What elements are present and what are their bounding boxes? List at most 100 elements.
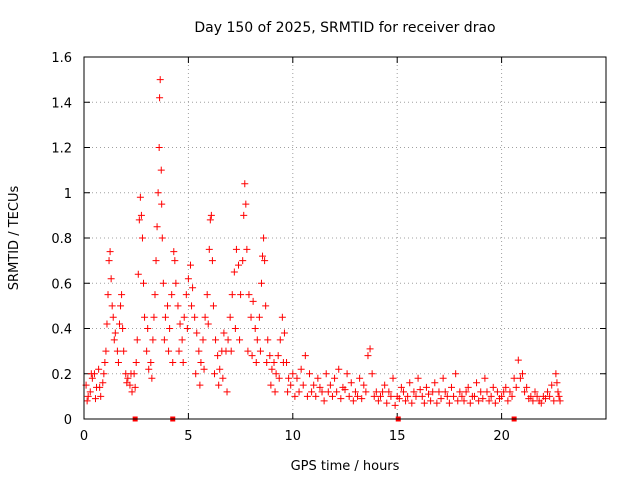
data-point xyxy=(546,392,554,400)
data-point xyxy=(306,370,314,378)
data-point xyxy=(443,392,451,400)
data-point xyxy=(252,358,260,366)
data-point xyxy=(105,257,113,265)
data-point xyxy=(207,211,215,219)
data-point xyxy=(533,392,541,400)
data-point xyxy=(460,397,468,405)
data-point xyxy=(416,386,424,394)
data-point xyxy=(137,211,145,219)
y-tick-label: 0.2 xyxy=(51,368,72,383)
data-point xyxy=(462,388,470,396)
data-point xyxy=(201,313,209,321)
data-point xyxy=(270,358,278,366)
data-point xyxy=(138,234,146,242)
data-point xyxy=(256,347,264,355)
data-point xyxy=(312,392,320,400)
data-point xyxy=(160,336,168,344)
data-point xyxy=(291,392,299,400)
data-point xyxy=(548,381,556,389)
data-point xyxy=(493,388,501,396)
data-point xyxy=(136,193,144,201)
data-point xyxy=(271,388,279,396)
data-point xyxy=(134,270,142,278)
data-point xyxy=(429,388,437,396)
data-point xyxy=(242,200,250,208)
data-point xyxy=(295,388,303,396)
data-point xyxy=(193,329,201,337)
data-point xyxy=(322,370,330,378)
data-point xyxy=(299,381,307,389)
data-point xyxy=(354,392,362,400)
data-point xyxy=(102,347,110,355)
data-point xyxy=(165,347,173,355)
data-point xyxy=(387,392,395,400)
data-point xyxy=(170,248,178,256)
data-point xyxy=(360,381,368,389)
data-point xyxy=(512,383,520,391)
data-point xyxy=(97,392,105,400)
data-point xyxy=(124,374,132,382)
data-point xyxy=(219,374,227,382)
data-point xyxy=(529,397,537,405)
data-point xyxy=(477,388,485,396)
data-point xyxy=(466,399,474,407)
data-point xyxy=(110,336,118,344)
data-point xyxy=(479,395,487,403)
data-point xyxy=(473,379,481,387)
data-point xyxy=(531,388,539,396)
y-tick-label: 0 xyxy=(64,413,72,428)
data-point xyxy=(385,388,393,396)
data-point xyxy=(96,383,104,391)
chart-title: Day 150 of 2025, SRMTID for receiver dra… xyxy=(194,20,495,36)
plot-frame xyxy=(83,56,607,420)
data-point xyxy=(178,336,186,344)
data-point xyxy=(212,336,220,344)
data-point xyxy=(199,336,207,344)
data-point xyxy=(406,379,414,387)
data-point xyxy=(253,336,261,344)
data-point xyxy=(491,399,499,407)
data-point xyxy=(88,374,96,382)
data-point xyxy=(113,347,121,355)
data-point xyxy=(341,386,349,394)
data-point xyxy=(431,379,439,387)
data-point xyxy=(422,383,430,391)
data-point xyxy=(262,302,270,310)
data-point xyxy=(171,257,179,265)
data-point xyxy=(91,395,99,403)
data-point xyxy=(216,365,224,373)
data-point xyxy=(111,329,119,337)
data-point xyxy=(154,189,162,197)
data-point xyxy=(404,392,412,400)
data-point xyxy=(402,397,410,405)
data-point xyxy=(140,279,148,287)
data-point xyxy=(508,392,516,400)
data-point xyxy=(223,388,231,396)
y-tick-label: 0.4 xyxy=(51,323,72,338)
data-point xyxy=(115,320,123,328)
data-point xyxy=(550,397,558,405)
data-point xyxy=(345,392,353,400)
data-point xyxy=(456,388,464,396)
data-point xyxy=(441,388,449,396)
data-point xyxy=(272,370,280,378)
data-point xyxy=(176,320,184,328)
data-point xyxy=(87,370,95,378)
data-point xyxy=(268,365,276,373)
data-point xyxy=(458,392,466,400)
data-point xyxy=(541,395,549,403)
data-point xyxy=(260,234,268,242)
data-point xyxy=(347,379,355,387)
data-point xyxy=(316,383,324,391)
data-point xyxy=(231,325,239,332)
data-point xyxy=(131,383,139,391)
data-point xyxy=(209,302,217,310)
data-point xyxy=(150,313,158,321)
data-point xyxy=(445,399,453,407)
data-point xyxy=(230,268,238,276)
data-point xyxy=(106,248,114,256)
data-point xyxy=(285,374,293,382)
data-point xyxy=(226,313,234,321)
data-point xyxy=(556,397,564,405)
